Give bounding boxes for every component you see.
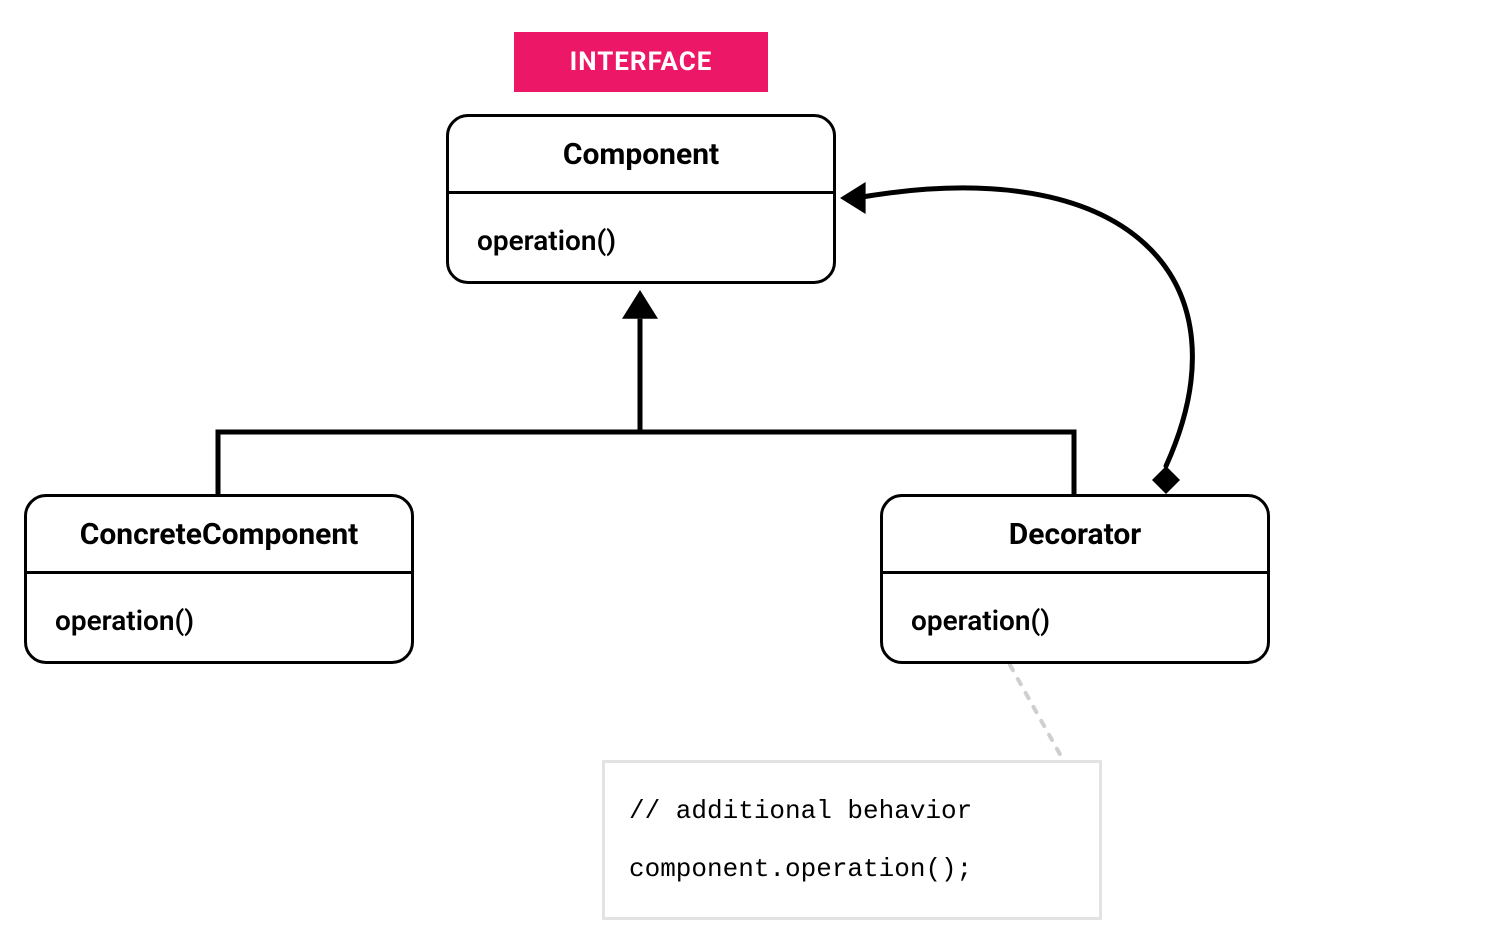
- class-member: operation(): [27, 574, 411, 667]
- note-line: component.operation();: [629, 854, 1075, 884]
- diagram-stage: { "diagram": { "type": "uml-class-diagra…: [0, 0, 1492, 952]
- class-title: Decorator: [883, 497, 1267, 571]
- class-member: operation(): [449, 194, 833, 287]
- note-line: // additional behavior: [629, 796, 1075, 826]
- class-node-decorator: Decorator operation(): [880, 494, 1270, 664]
- class-node-concrete-component: ConcreteComponent operation(): [24, 494, 414, 664]
- class-title: Component: [449, 117, 833, 191]
- note-box: // additional behavior component.operati…: [602, 760, 1102, 920]
- class-node-component: Component operation(): [446, 114, 836, 284]
- stereotype-label: INTERFACE: [570, 47, 713, 77]
- class-title: ConcreteComponent: [27, 497, 411, 571]
- stereotype-badge: INTERFACE: [514, 32, 768, 92]
- class-member: operation(): [883, 574, 1267, 667]
